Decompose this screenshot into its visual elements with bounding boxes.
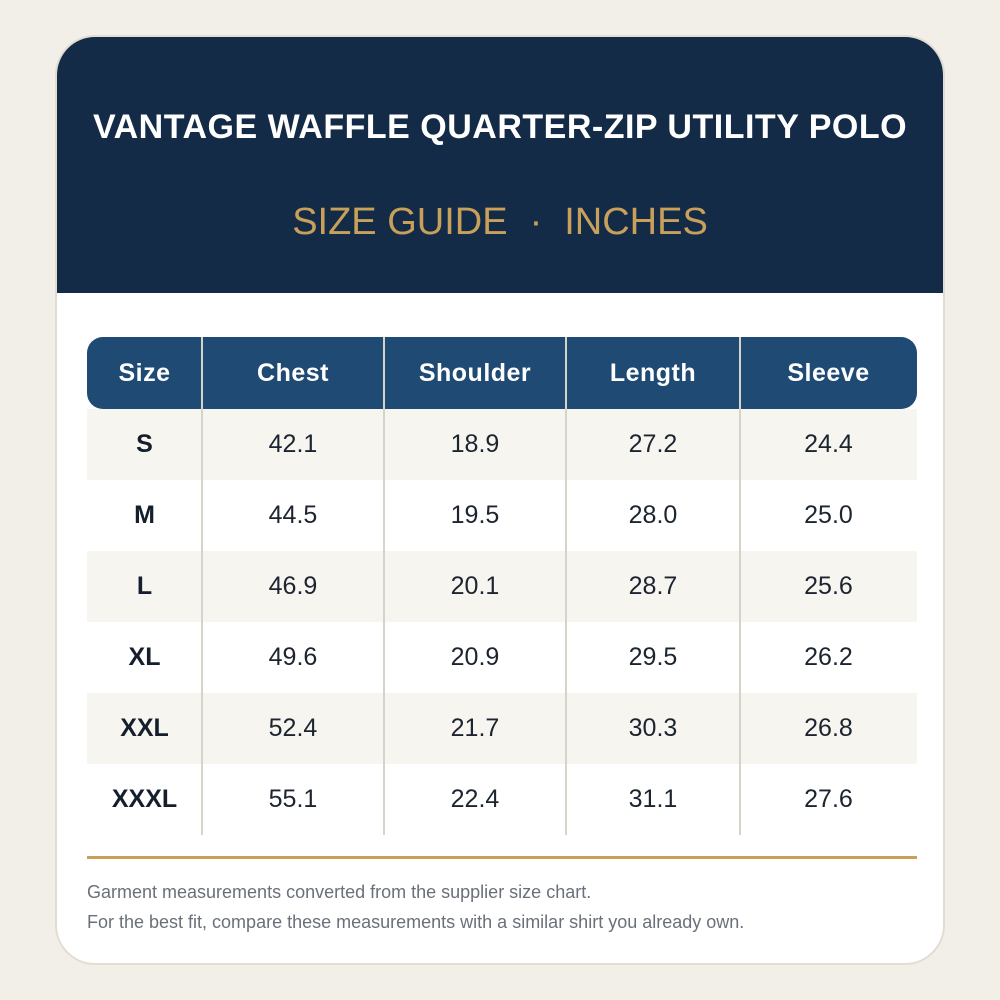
table-row: XXL 52.4 21.7 30.3 26.8 bbox=[87, 693, 917, 764]
cell-size: XXXL bbox=[111, 785, 178, 813]
header-shoulder: Shoulder bbox=[418, 359, 532, 387]
cell-length: 29.5 bbox=[628, 643, 678, 671]
subtitle-separator: · bbox=[529, 201, 543, 243]
cell-chest: 42.1 bbox=[268, 430, 318, 458]
header-size: Size bbox=[118, 359, 171, 387]
size-guide-card: VANTAGE WAFFLE QUARTER-ZIP UTILITY POLO … bbox=[55, 35, 945, 965]
column-divider bbox=[383, 337, 385, 835]
cell-size: XL bbox=[128, 643, 161, 671]
subtitle: SIZE GUIDE · INCHES bbox=[57, 201, 943, 244]
table-row: M 44.5 19.5 28.0 25.0 bbox=[87, 480, 917, 551]
cell-size: S bbox=[136, 430, 153, 458]
cell-shoulder: 21.7 bbox=[450, 714, 500, 742]
cell-sleeve: 25.0 bbox=[804, 501, 853, 529]
cell-shoulder: 19.5 bbox=[450, 501, 500, 529]
column-divider bbox=[565, 337, 567, 835]
cell-length: 30.3 bbox=[628, 714, 678, 742]
header-banner: VANTAGE WAFFLE QUARTER-ZIP UTILITY POLO … bbox=[57, 37, 943, 293]
cell-chest: 52.4 bbox=[268, 714, 318, 742]
divider-rule bbox=[87, 856, 917, 859]
cell-size: L bbox=[136, 572, 153, 600]
cell-chest: 44.5 bbox=[268, 501, 318, 529]
cell-length: 27.2 bbox=[628, 430, 678, 458]
header-length: Length bbox=[609, 359, 697, 387]
cell-sleeve: 27.6 bbox=[804, 785, 853, 813]
cell-length: 28.7 bbox=[628, 572, 678, 600]
footnote-conversion: Garment measurements converted from the … bbox=[87, 882, 592, 902]
cell-length: 31.1 bbox=[628, 785, 678, 813]
cell-chest: 49.6 bbox=[268, 643, 318, 671]
cell-chest: 55.1 bbox=[268, 785, 318, 813]
cell-size: XXL bbox=[120, 714, 169, 742]
table-row: XXXL 55.1 22.4 31.1 27.6 bbox=[87, 764, 917, 835]
cell-sleeve: 25.6 bbox=[804, 572, 853, 600]
cell-chest: 46.9 bbox=[268, 572, 318, 600]
cell-length: 28.0 bbox=[628, 501, 678, 529]
header-sleeve: Sleeve bbox=[787, 359, 870, 387]
table-header-row: Size Chest Shoulder Length Sleeve bbox=[87, 337, 917, 409]
table-row: XL 49.6 20.9 29.5 26.2 bbox=[87, 622, 917, 693]
cell-sleeve: 26.2 bbox=[804, 643, 853, 671]
cell-size: M bbox=[134, 501, 155, 529]
cell-shoulder: 20.9 bbox=[450, 643, 500, 671]
subtitle-size-guide: SIZE GUIDE bbox=[292, 201, 508, 243]
subtitle-units: INCHES bbox=[564, 201, 708, 243]
cell-sleeve: 24.4 bbox=[804, 430, 853, 458]
table-row: S 42.1 18.9 27.2 24.4 bbox=[87, 409, 917, 480]
size-table: Size Chest Shoulder Length Sleeve S 42.1… bbox=[87, 337, 917, 835]
cell-shoulder: 20.1 bbox=[450, 572, 500, 600]
footnote-fit-tip: For the best fit, compare these measurem… bbox=[87, 912, 745, 932]
header-chest: Chest bbox=[257, 359, 329, 387]
cell-shoulder: 18.9 bbox=[450, 430, 500, 458]
cell-sleeve: 26.8 bbox=[804, 714, 853, 742]
product-title: VANTAGE WAFFLE QUARTER-ZIP UTILITY POLO bbox=[92, 108, 908, 146]
table-row: L 46.9 20.1 28.7 25.6 bbox=[87, 551, 917, 622]
column-divider bbox=[739, 337, 741, 835]
cell-shoulder: 22.4 bbox=[450, 785, 500, 813]
column-divider bbox=[201, 337, 203, 835]
